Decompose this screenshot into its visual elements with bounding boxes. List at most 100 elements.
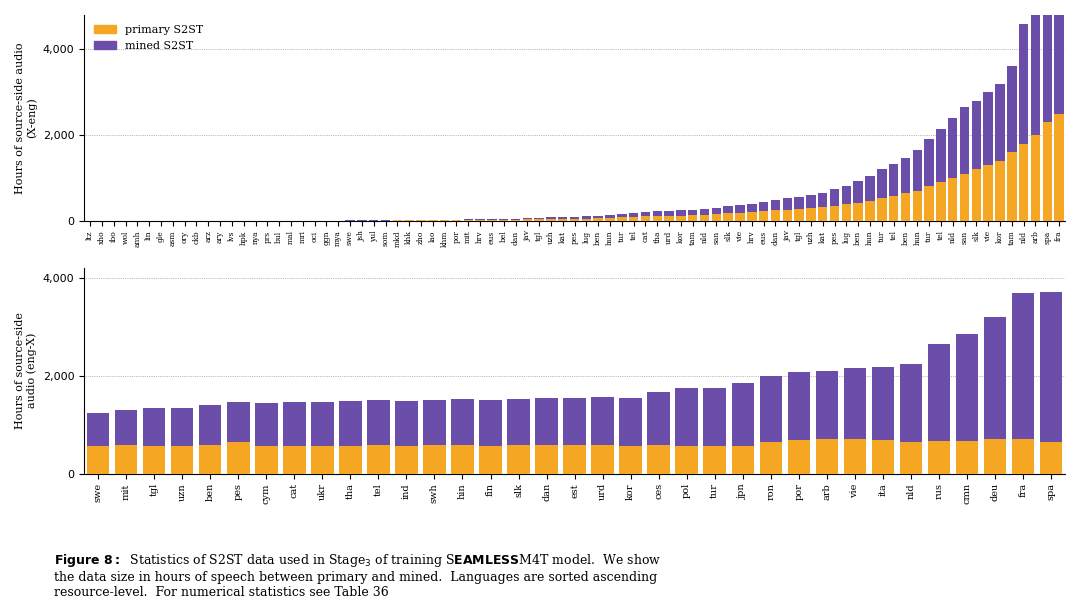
Bar — [592, 445, 613, 474]
Bar — [339, 446, 362, 474]
Bar — [620, 398, 642, 446]
Bar — [536, 445, 557, 474]
Bar — [564, 398, 585, 445]
Bar — [367, 400, 390, 445]
Bar — [255, 445, 278, 474]
Bar — [783, 199, 792, 210]
Bar — [924, 186, 934, 221]
Bar — [487, 220, 497, 221]
Bar — [815, 439, 838, 474]
Bar — [853, 181, 863, 203]
Bar — [676, 216, 686, 221]
Bar — [511, 219, 521, 221]
Bar — [901, 158, 910, 193]
Bar — [255, 403, 278, 445]
Bar — [771, 200, 780, 210]
Bar — [724, 213, 733, 221]
Bar — [787, 372, 810, 440]
Bar — [558, 218, 567, 219]
Bar — [652, 216, 662, 221]
Bar — [996, 84, 1004, 161]
Bar — [564, 445, 585, 474]
Bar — [570, 218, 579, 219]
Bar — [1012, 293, 1035, 439]
Bar — [759, 442, 782, 474]
Bar — [731, 446, 754, 474]
Bar — [480, 400, 502, 446]
Bar — [865, 176, 875, 200]
Bar — [703, 446, 726, 474]
Bar — [889, 164, 899, 196]
Bar — [283, 446, 306, 474]
Bar — [423, 445, 446, 474]
Bar — [948, 118, 958, 178]
Bar — [582, 216, 591, 219]
Bar — [87, 446, 109, 474]
Bar — [171, 446, 193, 474]
Bar — [594, 216, 603, 218]
Bar — [339, 401, 362, 446]
Bar — [664, 216, 674, 221]
Bar — [475, 219, 485, 220]
Bar — [735, 213, 745, 221]
Bar — [664, 211, 674, 216]
Bar — [865, 200, 875, 221]
Bar — [647, 392, 670, 445]
Bar — [956, 334, 978, 441]
Bar — [570, 219, 579, 221]
Bar — [487, 219, 497, 220]
Bar — [499, 220, 509, 221]
Bar — [936, 128, 946, 182]
Bar — [451, 445, 474, 474]
Bar — [675, 388, 698, 446]
Bar — [853, 203, 863, 221]
Bar — [546, 218, 556, 219]
Bar — [652, 211, 662, 216]
Bar — [629, 213, 638, 217]
Bar — [956, 441, 978, 474]
Bar — [1042, 122, 1052, 221]
Bar — [592, 397, 613, 445]
Bar — [227, 442, 249, 474]
Bar — [913, 191, 922, 221]
Bar — [787, 440, 810, 474]
Bar — [889, 196, 899, 221]
Bar — [311, 403, 334, 446]
Bar — [928, 441, 950, 474]
Bar — [395, 446, 418, 474]
Bar — [901, 193, 910, 221]
Bar — [620, 446, 642, 474]
Bar — [463, 219, 473, 220]
Bar — [1018, 144, 1028, 221]
Bar — [877, 169, 887, 198]
Bar — [546, 219, 556, 221]
Bar — [960, 174, 969, 221]
Bar — [972, 169, 981, 221]
Bar — [795, 209, 804, 221]
Bar — [829, 206, 839, 221]
Bar — [647, 445, 670, 474]
Bar — [936, 182, 946, 221]
Bar — [759, 376, 782, 442]
Bar — [948, 178, 958, 221]
Bar — [783, 210, 792, 221]
Bar — [558, 219, 567, 221]
Bar — [872, 440, 894, 474]
Bar — [806, 195, 815, 208]
Bar — [508, 445, 530, 474]
Text: $\bf{Figure\ 8:}$  Statistics of S2ST data used in Stage$_3$ of training S$\bf{E: $\bf{Figure\ 8:}$ Statistics of S2ST dat… — [54, 552, 661, 599]
Bar — [688, 210, 698, 215]
Bar — [199, 445, 221, 474]
Bar — [924, 139, 934, 186]
Bar — [1030, 135, 1040, 221]
Bar — [475, 220, 485, 221]
Bar — [703, 388, 726, 446]
Bar — [480, 446, 502, 474]
Bar — [984, 92, 993, 165]
Bar — [582, 219, 591, 221]
Bar — [984, 165, 993, 221]
Bar — [843, 439, 866, 474]
Bar — [594, 218, 603, 221]
Y-axis label: Hours of source-side audio
(X-eng): Hours of source-side audio (X-eng) — [15, 42, 38, 194]
Bar — [815, 371, 838, 439]
